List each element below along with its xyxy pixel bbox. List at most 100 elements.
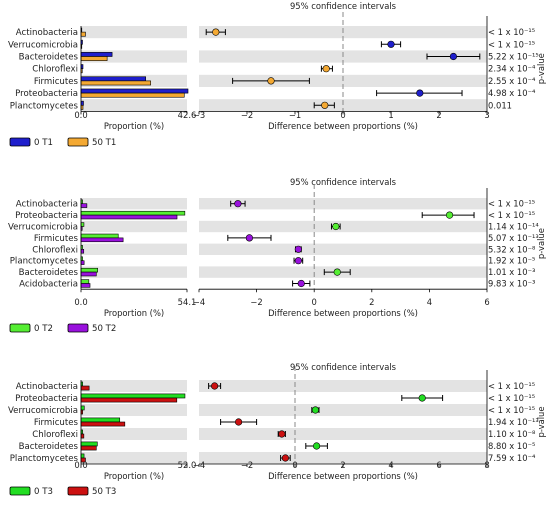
mean-marker (416, 89, 424, 97)
mean-marker (321, 101, 329, 109)
difference-tick-label: 0 (312, 297, 317, 307)
row-stripe-left (81, 428, 187, 440)
difference-tick-label: −2 (241, 110, 253, 120)
difference-tick-label: −1 (289, 110, 301, 120)
legend-label: 0 T1 (34, 138, 53, 148)
row-stripe-left (81, 26, 187, 39)
chart-panel-2: 95% confidence intervals Actinobacteria < … (8, 177, 546, 334)
legend-label: 50 T3 (92, 487, 116, 497)
difference-tick-label: −2 (250, 297, 262, 307)
proportion-bar (80, 417, 121, 423)
proportion-bar (80, 222, 85, 227)
ci-title: 95% confidence intervals (290, 362, 396, 372)
difference-tick-label: −4 (193, 297, 205, 307)
proportion-bar (80, 445, 97, 451)
legend-swatch (67, 137, 89, 147)
p-value: < 1 x 10⁻¹⁵ (488, 39, 535, 49)
category-label: Verrucomicrobia (8, 223, 78, 233)
category-label: Planctomycetes (10, 454, 79, 464)
p-value: 7.59 x 10⁻⁴ (488, 453, 536, 463)
legend-swatch (9, 323, 31, 333)
proportion-xlabel: Proportion (%) (104, 471, 164, 481)
proportion-bar (80, 279, 90, 284)
proportion-bar (80, 385, 90, 391)
row-stripe-right (199, 99, 487, 112)
mean-marker (449, 52, 458, 61)
row-stripe-right (199, 220, 487, 233)
legend-swatch (9, 137, 31, 147)
proportion-bar (80, 267, 98, 273)
proportion-bar (80, 249, 85, 254)
p-value: < 1 x 10⁻¹⁵ (488, 393, 535, 403)
proportion-bar (80, 421, 126, 427)
category-label: Proteobacteria (15, 394, 78, 404)
p-value: 1.94 x 10⁻¹³ (488, 417, 539, 427)
p-value: 9.83 x 10⁻³ (488, 279, 535, 289)
mean-marker (278, 430, 286, 438)
proportion-tick-label: 0.0 (74, 297, 87, 307)
pvalue-axis-label: p-value (536, 407, 546, 438)
difference-xlabel: Difference between proportions (%) (268, 308, 418, 318)
row-stripe-left (81, 99, 187, 112)
mean-marker (387, 40, 395, 48)
mean-marker (332, 222, 340, 231)
mean-marker (333, 268, 341, 276)
chart-panel-1: 95% confidence intervals Actinobacteria < … (8, 1, 546, 148)
row-stripe-right (199, 198, 487, 210)
row-stripe-left (81, 266, 187, 278)
mean-marker (267, 77, 275, 85)
proportion-tick-label: 54.1 (178, 297, 197, 307)
category-label: Chloroflexi (32, 65, 78, 75)
p-value: < 1 x 10⁻¹⁵ (488, 405, 535, 415)
p-value: 5.07 x 10⁻¹³ (488, 233, 539, 243)
proportion-bar (80, 237, 124, 243)
p-value: 1.92 x 10⁻⁵ (488, 256, 535, 266)
category-label: Verrucomicrobia (8, 40, 78, 50)
mean-marker (311, 406, 320, 414)
category-label: Firmicutes (34, 234, 79, 244)
proportion-bar (80, 210, 186, 216)
proportion-tick-label: 0.0 (74, 460, 87, 470)
mean-marker (322, 65, 330, 73)
proportion-xlabel: Proportion (%) (104, 121, 164, 131)
category-label: Firmicutes (34, 418, 79, 428)
proportion-bar (80, 52, 113, 57)
pvalue-axis-label: p-value (536, 228, 546, 259)
category-label: Acidobacteria (19, 280, 78, 290)
category-label: Planctomycetes (10, 257, 79, 267)
difference-tick-label: 2 (436, 110, 441, 120)
category-label: Proteobacteria (15, 211, 78, 221)
proportion-tick-label: 42.6 (178, 110, 197, 120)
difference-tick-label: 3 (484, 110, 489, 120)
p-value: 1.01 x 10⁻³ (488, 267, 535, 277)
p-value: < 1 x 10⁻¹⁵ (488, 199, 535, 209)
row-stripe-left (81, 198, 187, 210)
p-value: 2.34 x 10⁻⁴ (488, 64, 536, 74)
mean-marker (313, 442, 321, 450)
category-label: Firmicutes (34, 77, 79, 87)
proportion-bar (80, 433, 85, 439)
proportion-bar (80, 260, 85, 265)
category-label: Proteobacteria (15, 89, 78, 99)
category-label: Chloroflexi (32, 430, 78, 440)
proportion-bar (80, 92, 185, 98)
row-stripe-right (199, 380, 487, 392)
p-value: < 1 x 10⁻¹⁵ (488, 27, 535, 37)
difference-tick-label: −4 (193, 460, 205, 470)
row-stripe-left (81, 243, 187, 255)
mean-marker (245, 234, 253, 242)
p-value: 4.98 x 10⁻⁴ (488, 88, 536, 98)
mean-marker (211, 382, 219, 390)
p-value: 1.10 x 10⁻⁸ (488, 429, 536, 439)
difference-tick-label: 6 (484, 297, 489, 307)
p-value: 5.22 x 10⁻¹⁵ (488, 52, 539, 62)
pvalue-axis-label: p-value (536, 53, 546, 84)
proportion-bar (80, 88, 189, 94)
mean-marker (297, 279, 305, 288)
legend-label: 50 T2 (92, 324, 116, 334)
proportion-bar (80, 214, 178, 220)
mean-marker (445, 211, 454, 219)
difference-tick-label: −3 (193, 110, 205, 120)
p-value: < 1 x 10⁻¹⁵ (488, 381, 535, 391)
proportion-bar (80, 203, 88, 208)
